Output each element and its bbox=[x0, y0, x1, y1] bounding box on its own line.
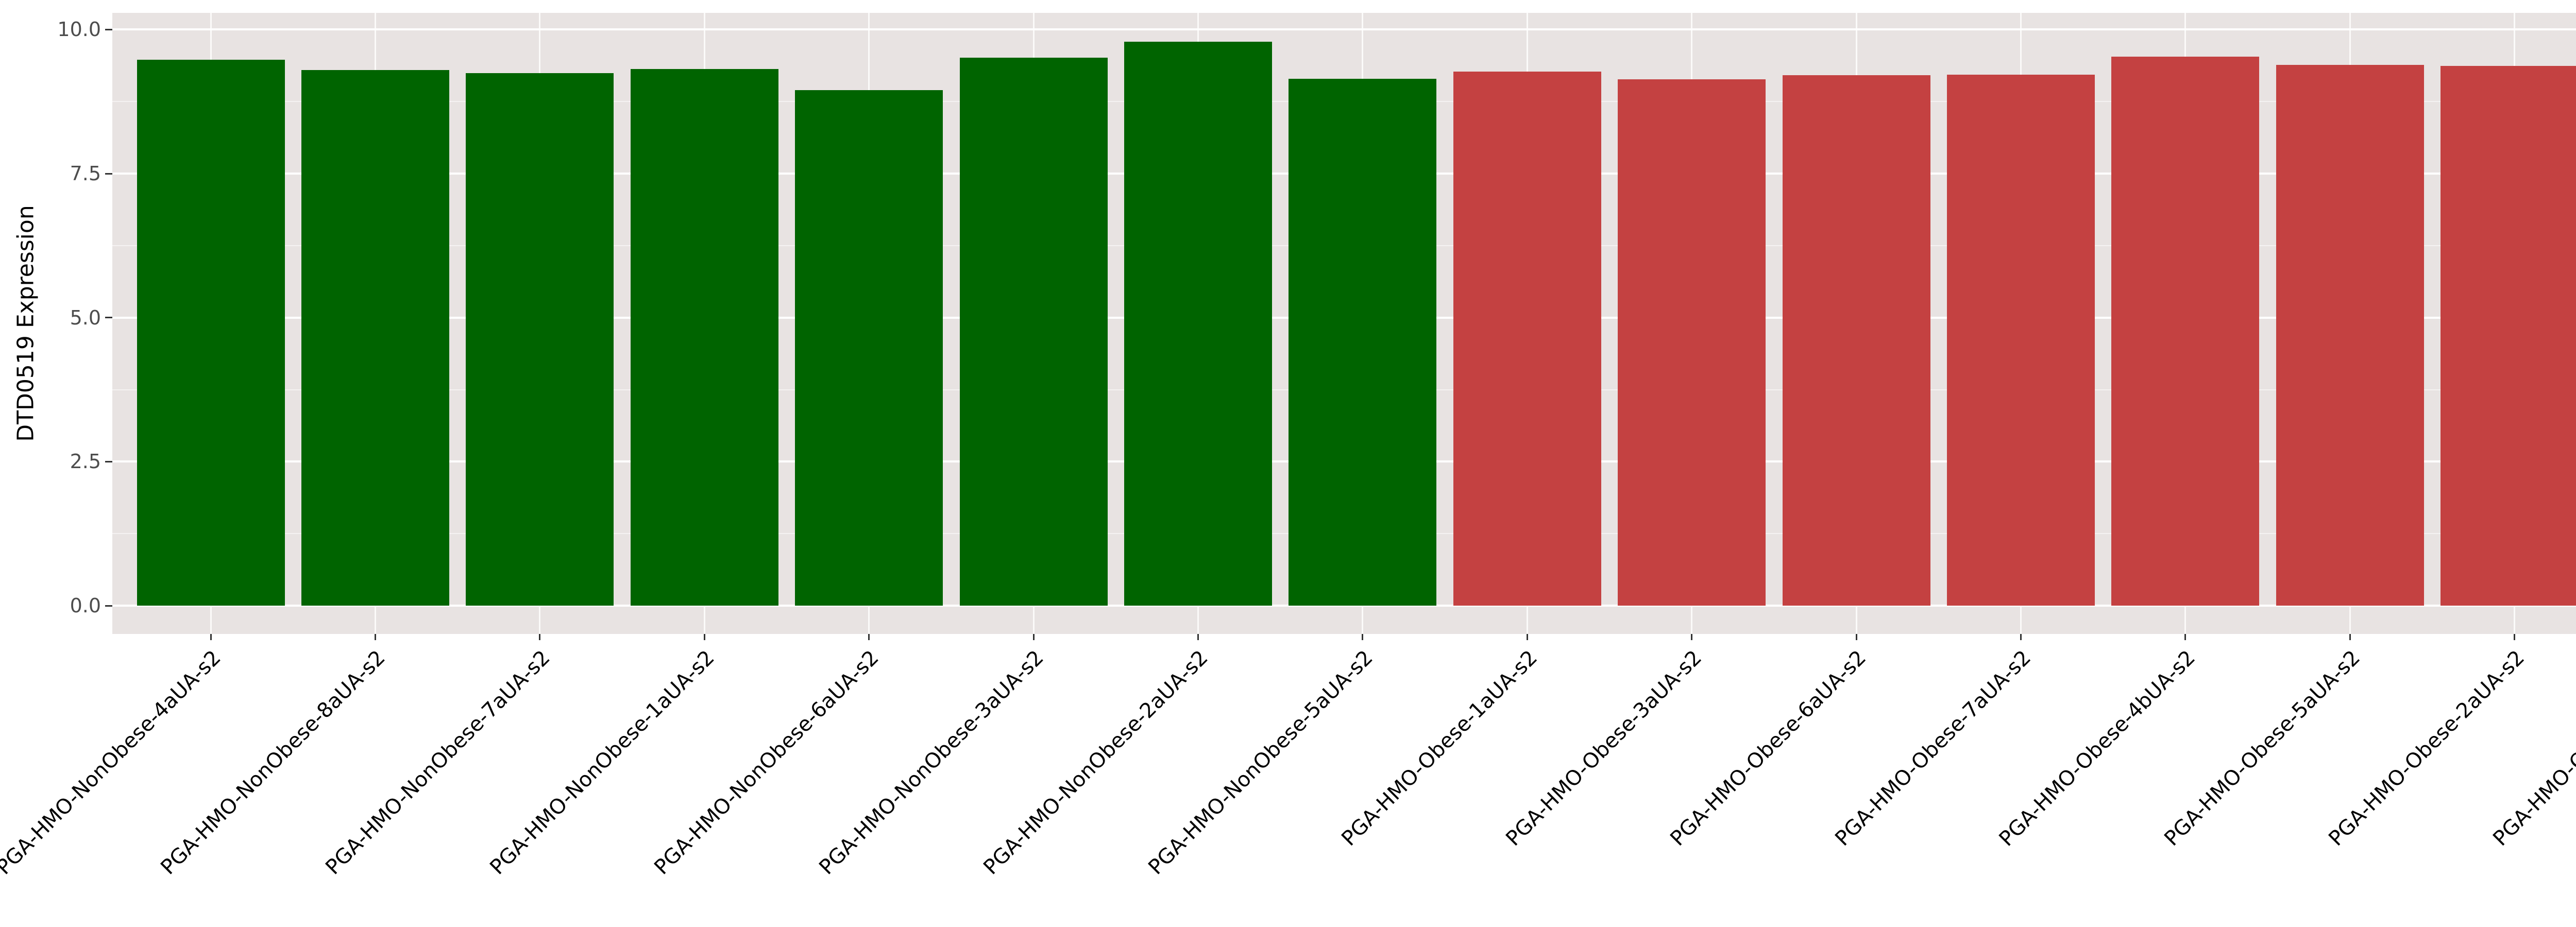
bar bbox=[1946, 74, 2095, 606]
bar bbox=[1289, 78, 1437, 606]
bar bbox=[1618, 79, 1766, 606]
y-tick-label: 2.5 bbox=[70, 450, 101, 473]
bar bbox=[301, 70, 449, 606]
bar bbox=[1453, 72, 1601, 606]
x-tick-label: PGA-HMO-Obese-7aUA-s2 bbox=[1831, 646, 2036, 851]
x-tick bbox=[1032, 634, 1035, 640]
x-tick bbox=[374, 634, 376, 640]
x-tick-label: PGA-HMO-Obese-1aUA-s2 bbox=[1336, 646, 1542, 851]
bar bbox=[1124, 41, 1272, 606]
x-tick bbox=[2020, 634, 2022, 640]
y-tick-label: 7.5 bbox=[70, 162, 101, 185]
x-tick-label: PGA-HMO-Obese-5aUA-s2 bbox=[2159, 646, 2365, 851]
y-tick bbox=[105, 28, 112, 30]
bar bbox=[2441, 65, 2576, 606]
x-tick-label: PGA-HMO-Obese-4bUA-s2 bbox=[1994, 646, 2200, 851]
bar bbox=[1782, 75, 1930, 606]
x-tick-label: PGA-HMO-Obese-2aUA-s2 bbox=[2324, 646, 2530, 851]
bar bbox=[137, 59, 285, 606]
y-gridline-major bbox=[112, 605, 2576, 607]
y-tick bbox=[105, 173, 112, 175]
y-tick-label: 5.0 bbox=[70, 306, 101, 329]
x-tick bbox=[703, 634, 705, 640]
y-tick bbox=[105, 460, 112, 462]
plot-panel bbox=[112, 13, 2576, 634]
y-tick-label: 10.0 bbox=[57, 18, 101, 41]
y-tick bbox=[105, 317, 112, 319]
bar bbox=[466, 73, 614, 606]
y-tick bbox=[105, 605, 112, 607]
x-tick bbox=[2349, 634, 2351, 640]
x-tick bbox=[1197, 634, 1199, 640]
y-tick-label: 0.0 bbox=[70, 594, 101, 617]
x-tick bbox=[210, 634, 212, 640]
x-tick bbox=[2514, 634, 2516, 640]
x-tick bbox=[2184, 634, 2187, 640]
y-gridline-major bbox=[112, 28, 2576, 31]
bar bbox=[2111, 57, 2260, 606]
x-tick bbox=[539, 634, 541, 640]
x-tick bbox=[1362, 634, 1364, 640]
bar bbox=[959, 58, 1108, 606]
x-tick bbox=[1526, 634, 1528, 640]
x-tick bbox=[1855, 634, 1857, 640]
bar bbox=[795, 90, 943, 606]
bar bbox=[630, 68, 778, 606]
x-tick-label: PGA-HMO-Obese-3aUA-s2 bbox=[1501, 646, 1707, 851]
x-tick bbox=[868, 634, 870, 640]
x-tick bbox=[1691, 634, 1693, 640]
x-tick-label: PGA-HMO-Obese-6aUA-s2 bbox=[1666, 646, 1871, 851]
bar bbox=[2276, 64, 2424, 606]
